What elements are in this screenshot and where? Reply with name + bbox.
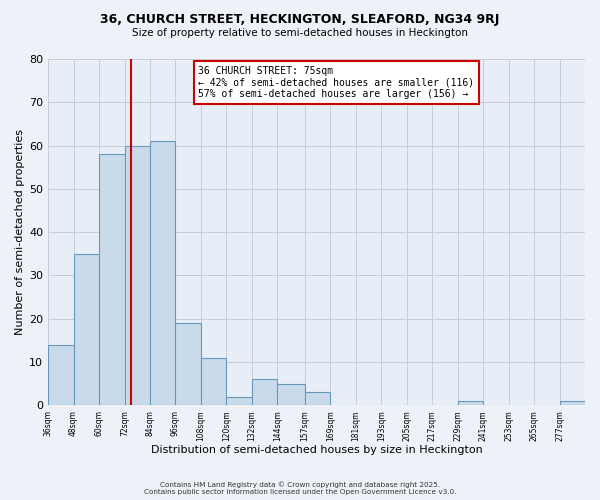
- Text: 36, CHURCH STREET, HECKINGTON, SLEAFORD, NG34 9RJ: 36, CHURCH STREET, HECKINGTON, SLEAFORD,…: [100, 12, 500, 26]
- Bar: [458, 401, 483, 405]
- Y-axis label: Number of semi-detached properties: Number of semi-detached properties: [15, 129, 25, 335]
- Bar: [560, 401, 585, 405]
- Bar: [48, 344, 74, 405]
- Text: 36 CHURCH STREET: 75sqm
← 42% of semi-detached houses are smaller (116)
57% of s: 36 CHURCH STREET: 75sqm ← 42% of semi-de…: [199, 66, 475, 99]
- Bar: [175, 323, 201, 405]
- Bar: [305, 392, 331, 405]
- Text: Size of property relative to semi-detached houses in Heckington: Size of property relative to semi-detach…: [132, 28, 468, 38]
- Bar: [252, 380, 277, 405]
- Bar: [201, 358, 226, 405]
- Bar: [125, 146, 150, 405]
- X-axis label: Distribution of semi-detached houses by size in Heckington: Distribution of semi-detached houses by …: [151, 445, 482, 455]
- Bar: [150, 141, 175, 405]
- Bar: [74, 254, 99, 405]
- Bar: [226, 396, 252, 405]
- Bar: [99, 154, 125, 405]
- Text: Contains HM Land Registry data © Crown copyright and database right 2025.
Contai: Contains HM Land Registry data © Crown c…: [144, 482, 456, 495]
- Bar: [277, 384, 305, 405]
